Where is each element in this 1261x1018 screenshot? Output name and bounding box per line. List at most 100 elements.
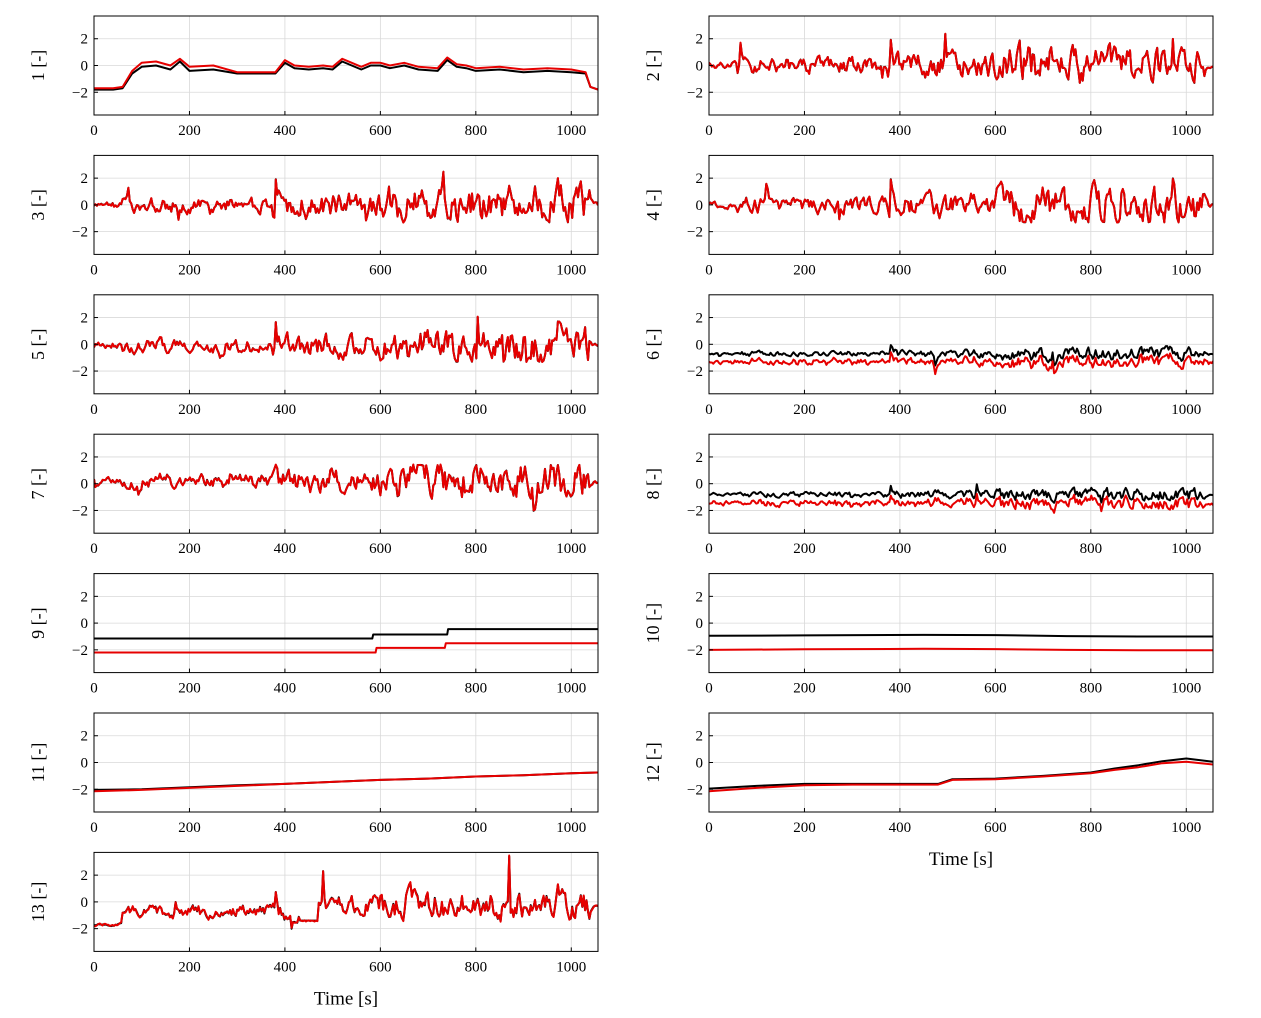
x-tick-label: 800 (1080, 123, 1103, 139)
x-tick-label: 600 (369, 959, 392, 975)
x-tick-label: 200 (793, 262, 816, 278)
series-line-black (709, 483, 1213, 504)
y-tick-label: −2 (72, 85, 88, 101)
x-tick-label: 200 (178, 681, 201, 697)
series-line-red (94, 854, 598, 929)
x-axis-label: Time [s] (314, 988, 378, 1009)
x-tick-label: 1000 (556, 541, 586, 557)
x-tick-label: 1000 (1171, 541, 1201, 557)
x-tick-label: 400 (889, 681, 912, 697)
x-tick-label: 800 (465, 820, 488, 836)
x-tick-label: 600 (369, 820, 392, 836)
y-axis-label: 8 [-] (643, 468, 663, 499)
y-tick-label: −2 (687, 643, 703, 659)
x-tick-label: 0 (90, 959, 98, 975)
y-tick-label: −2 (72, 364, 88, 380)
x-tick-label: 800 (1080, 262, 1103, 278)
series-line-red (709, 492, 1213, 514)
x-tick-label: 800 (465, 123, 488, 139)
x-tick-label: 200 (178, 820, 201, 836)
y-tick-label: 0 (81, 59, 89, 75)
y-axis-label: 13 [-] (28, 882, 48, 922)
subplot-1: 0 200 400 600 800 1000 −2 0 2 1 [-] (28, 15, 599, 139)
y-tick-label: 2 (81, 32, 89, 48)
x-tick-label: 600 (984, 541, 1007, 557)
y-tick-label: 2 (696, 311, 704, 327)
y-tick-label: 2 (696, 589, 704, 605)
x-tick-label: 0 (705, 262, 713, 278)
x-tick-label: 200 (793, 123, 816, 139)
x-tick-label: 400 (889, 123, 912, 139)
x-tick-label: 200 (793, 541, 816, 557)
x-tick-label: 200 (793, 681, 816, 697)
series-line-red (709, 647, 1213, 652)
x-tick-label: 1000 (556, 123, 586, 139)
x-tick-label: 400 (889, 820, 912, 836)
x-tick-label: 1000 (1171, 262, 1201, 278)
series-line-red (94, 771, 598, 793)
x-tick-label: 600 (984, 681, 1007, 697)
y-tick-label: −2 (72, 782, 88, 798)
x-tick-label: 0 (705, 541, 713, 557)
y-tick-label: 0 (81, 477, 89, 493)
y-axis-label: 7 [-] (28, 468, 48, 499)
y-axis-label: 3 [-] (28, 189, 48, 220)
x-tick-label: 600 (369, 541, 392, 557)
x-tick-label: 200 (178, 123, 201, 139)
y-tick-label: 2 (81, 171, 89, 187)
x-tick-label: 800 (465, 262, 488, 278)
x-tick-label: 200 (178, 541, 201, 557)
series-line-black (94, 59, 598, 91)
subplot-6: 0 200 400 600 800 1000 −2 0 2 6 [-] (643, 294, 1214, 418)
x-tick-label: 200 (178, 262, 201, 278)
y-axis-label: 9 [-] (28, 607, 48, 638)
y-tick-label: 2 (696, 729, 704, 745)
subplot-10: 0 200 400 600 800 1000 −2 0 2 10 [-] (643, 573, 1214, 697)
series-line-black (709, 633, 1213, 638)
y-tick-label: −2 (72, 643, 88, 659)
y-axis-label: 10 [-] (643, 603, 663, 643)
x-tick-label: 800 (1080, 541, 1103, 557)
x-tick-label: 0 (705, 123, 713, 139)
y-tick-label: 0 (696, 756, 704, 772)
y-axis-label: 2 [-] (643, 50, 663, 81)
x-tick-label: 400 (274, 262, 297, 278)
series-line-red (94, 170, 598, 224)
y-tick-label: 2 (81, 450, 89, 466)
y-tick-label: 0 (696, 337, 704, 353)
x-tick-label: 0 (90, 262, 98, 278)
x-tick-label: 0 (705, 820, 713, 836)
x-tick-label: 600 (984, 262, 1007, 278)
x-tick-label: 400 (889, 262, 912, 278)
x-tick-label: 1000 (556, 820, 586, 836)
y-tick-label: −2 (687, 782, 703, 798)
x-tick-label: 1000 (556, 681, 586, 697)
y-tick-label: 0 (696, 59, 704, 75)
x-tick-label: 800 (1080, 402, 1103, 418)
x-tick-label: 600 (369, 123, 392, 139)
x-tick-label: 1000 (1171, 681, 1201, 697)
x-tick-label: 200 (178, 959, 201, 975)
x-tick-label: 200 (793, 820, 816, 836)
x-tick-label: 400 (274, 541, 297, 557)
x-tick-label: 0 (90, 402, 98, 418)
y-tick-label: 0 (696, 616, 704, 632)
subplot-5: 0 200 400 600 800 1000 −2 0 2 5 [-] (28, 294, 599, 418)
y-tick-label: 2 (696, 32, 704, 48)
y-axis-label: 12 [-] (643, 742, 663, 782)
y-tick-label: −2 (72, 225, 88, 241)
x-tick-label: 400 (889, 541, 912, 557)
x-tick-label: 400 (889, 402, 912, 418)
x-tick-label: 400 (274, 123, 297, 139)
y-axis-label: 11 [-] (28, 743, 48, 783)
x-tick-label: 1000 (1171, 402, 1201, 418)
x-tick-label: 0 (705, 402, 713, 418)
y-axis-label: 5 [-] (28, 329, 48, 360)
x-tick-label: 800 (465, 402, 488, 418)
y-tick-label: −2 (72, 922, 88, 938)
x-tick-label: 1000 (556, 262, 586, 278)
x-tick-label: 0 (90, 541, 98, 557)
y-tick-label: 2 (81, 729, 89, 745)
y-tick-label: 0 (81, 895, 89, 911)
y-tick-label: −2 (687, 364, 703, 380)
